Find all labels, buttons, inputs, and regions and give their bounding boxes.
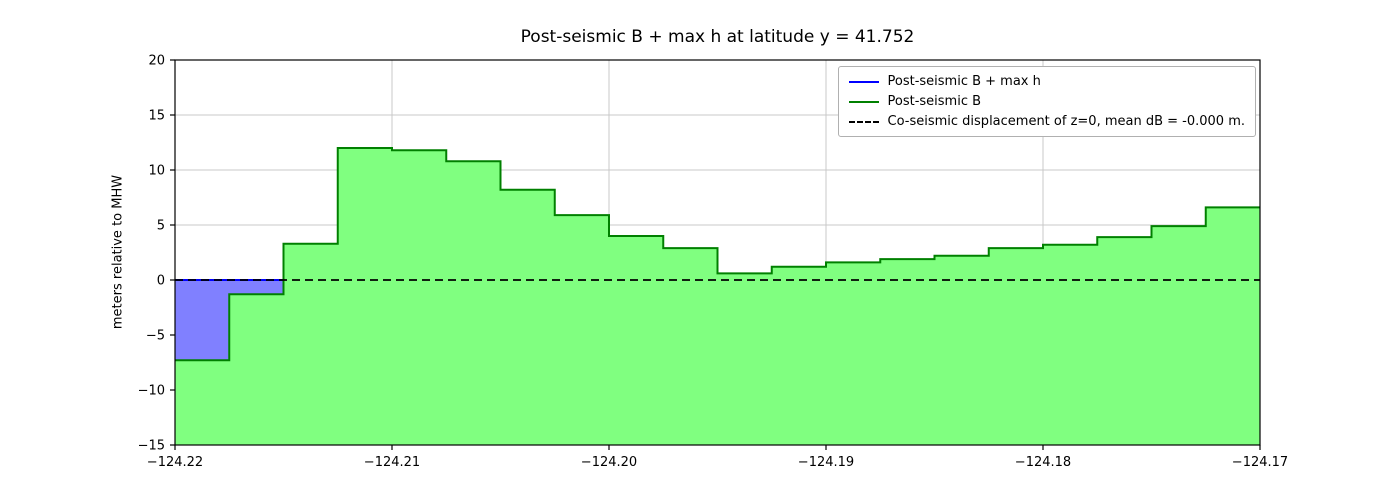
x-tick-label: −124.22: [147, 455, 203, 470]
y-tick-label: 15: [148, 109, 165, 124]
y-tick-label: 20: [148, 54, 165, 69]
x-tick-label: −124.18: [1015, 455, 1071, 470]
legend-label-coseismic: Co-seismic displacement of z=0, mean dB …: [887, 114, 1246, 129]
axes-frame: [174, 59, 1261, 446]
x-tick-label: −124.17: [1232, 455, 1288, 470]
y-tick-label: −5: [146, 329, 165, 344]
coseismic-line-sample-icon: [848, 120, 879, 123]
eta-line-sample-icon: [848, 80, 879, 83]
chart-title: Post-seismic B + max h at latitude y = 4…: [520, 27, 915, 47]
y-axis-label: meters relative to MHW: [110, 174, 126, 330]
legend-item-eta: Post-seismic B + max h: [848, 74, 1246, 89]
y-tick-label: 10: [148, 164, 165, 179]
y-tick-label: −10: [138, 384, 165, 399]
y-tick-label: 0: [157, 274, 165, 289]
legend-label-eta: Post-seismic B + max h: [887, 74, 1041, 89]
x-tick-label: −124.19: [798, 455, 854, 470]
land-area: [175, 148, 1260, 445]
y-tick-label: −15: [138, 439, 165, 454]
x-tick-label: −124.21: [364, 455, 420, 470]
legend-item-coseismic: Co-seismic displacement of z=0, mean dB …: [848, 114, 1246, 129]
legend-label-b: Post-seismic B: [887, 94, 982, 109]
b-line-sample-icon: [848, 100, 879, 103]
x-tick-label: −124.20: [581, 455, 637, 470]
legend-item-b: Post-seismic B: [848, 94, 1246, 109]
land-step-line: [175, 147, 1260, 362]
y-tick-label: 5: [157, 219, 165, 234]
legend: Post-seismic B + max h Post-seismic B Co…: [837, 66, 1256, 137]
